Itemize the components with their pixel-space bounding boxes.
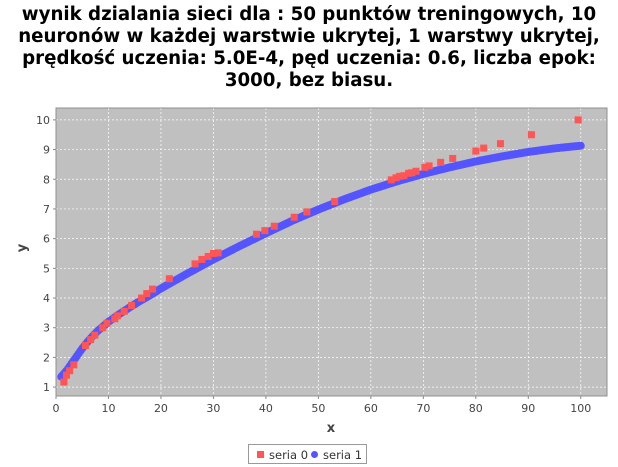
x-tick-label: 0 bbox=[53, 402, 60, 415]
seria-0-point bbox=[496, 140, 504, 148]
legend-label-seria-0: seria 0 bbox=[269, 448, 309, 462]
y-tick-label: 9 bbox=[43, 144, 50, 157]
y-tick-label: 6 bbox=[43, 233, 50, 246]
seria-0-point bbox=[81, 342, 89, 350]
seria-0-point bbox=[143, 290, 151, 298]
y-axis-label: y bbox=[15, 243, 30, 252]
seria-0-point bbox=[214, 249, 222, 257]
y-tick-label: 8 bbox=[43, 173, 50, 186]
seria-0-point bbox=[421, 163, 429, 171]
x-tick-label: 60 bbox=[364, 402, 378, 415]
seria-0-point bbox=[480, 144, 488, 152]
x-tick-label: 50 bbox=[311, 402, 325, 415]
seria-0-point bbox=[408, 169, 416, 177]
x-tick-label: 100 bbox=[570, 402, 591, 415]
y-tick-label: 5 bbox=[43, 262, 50, 275]
seria-0-point bbox=[138, 294, 146, 302]
seria-0-point bbox=[400, 172, 408, 180]
seria-0-point bbox=[99, 324, 107, 332]
seria-0-point bbox=[70, 361, 78, 369]
series-0-layer bbox=[60, 116, 582, 386]
seria-0-point bbox=[331, 198, 339, 206]
y-tick-label: 7 bbox=[43, 203, 50, 216]
legend-circle-marker bbox=[311, 451, 318, 458]
seria-0-point bbox=[527, 131, 535, 139]
seria-0-point bbox=[165, 275, 173, 283]
seria-0-point bbox=[392, 174, 400, 182]
chart-title-line-4: 3000, bez biasu. bbox=[224, 70, 394, 91]
seria-0-point bbox=[66, 367, 74, 375]
seria-0-point bbox=[209, 249, 217, 257]
seria-0-point bbox=[449, 154, 457, 162]
seria-0-point bbox=[87, 336, 95, 344]
y-tick-label: 1 bbox=[43, 381, 50, 394]
x-tick-label: 30 bbox=[206, 402, 220, 415]
legend-square-marker bbox=[257, 451, 264, 458]
seria-0-point bbox=[62, 371, 70, 379]
seria-1-point bbox=[576, 141, 585, 150]
seria-0-point bbox=[396, 172, 404, 180]
seria-0-point bbox=[204, 252, 212, 260]
x-tick-label: 10 bbox=[101, 402, 115, 415]
seria-0-point bbox=[472, 147, 480, 155]
seria-0-point bbox=[387, 176, 395, 184]
legend-item-seria-1: seria 1 bbox=[311, 448, 362, 462]
seria-0-point bbox=[290, 213, 298, 221]
seria-0-point bbox=[91, 331, 99, 339]
x-axis-label: x bbox=[327, 421, 336, 436]
seria-0-point bbox=[103, 319, 111, 327]
chart-title-line-3: prędkość uczenia: 5.0E-4, pęd uczenia: 0… bbox=[22, 48, 596, 69]
x-tick-label: 90 bbox=[521, 402, 535, 415]
seria-0-point bbox=[128, 301, 136, 309]
x-tick-label: 20 bbox=[154, 402, 168, 415]
seria-0-point bbox=[412, 167, 420, 175]
y-tick-label: 3 bbox=[43, 322, 50, 335]
seria-0-point bbox=[303, 208, 311, 216]
chart-title: wynik dzialania sieci dla : 50 punktów t… bbox=[0, 4, 618, 92]
y-tick-label: 2 bbox=[43, 351, 50, 364]
seria-0-point bbox=[425, 162, 433, 170]
seria-0-point bbox=[252, 230, 260, 238]
seria-0-point bbox=[60, 378, 68, 386]
plot-border bbox=[55, 107, 608, 397]
x-tick-label: 70 bbox=[416, 402, 430, 415]
axes: 0 10 20 30 40 50 60 70 80 90 100 1 2 3 4 5 6 7 8 9 10 bbox=[36, 107, 608, 415]
chart-title-line-1: wynik dzialania sieci dla : 50 punktów t… bbox=[21, 4, 597, 25]
x-tick-label: 80 bbox=[469, 402, 483, 415]
seria-0-point bbox=[261, 227, 269, 235]
y-tick-label: 10 bbox=[36, 114, 50, 127]
legend: seria 0 seria 1 bbox=[248, 444, 367, 464]
seria-0-point bbox=[149, 285, 157, 293]
chart-title-line-2: neuronów w każdej warstwie ukrytej, 1 wa… bbox=[18, 26, 600, 47]
seria-0-point bbox=[270, 222, 278, 230]
legend-label-seria-1: seria 1 bbox=[323, 448, 363, 462]
seria-0-point bbox=[113, 312, 121, 320]
legend-item-seria-0: seria 0 bbox=[257, 448, 308, 462]
x-tick-label: 40 bbox=[259, 402, 273, 415]
seria-0-point bbox=[574, 116, 582, 124]
seria-0-point bbox=[191, 260, 199, 268]
seria-0-point bbox=[198, 255, 206, 263]
seria-0-point bbox=[120, 307, 128, 315]
seria-0-point bbox=[437, 158, 445, 166]
y-tick-label: 4 bbox=[43, 292, 50, 305]
